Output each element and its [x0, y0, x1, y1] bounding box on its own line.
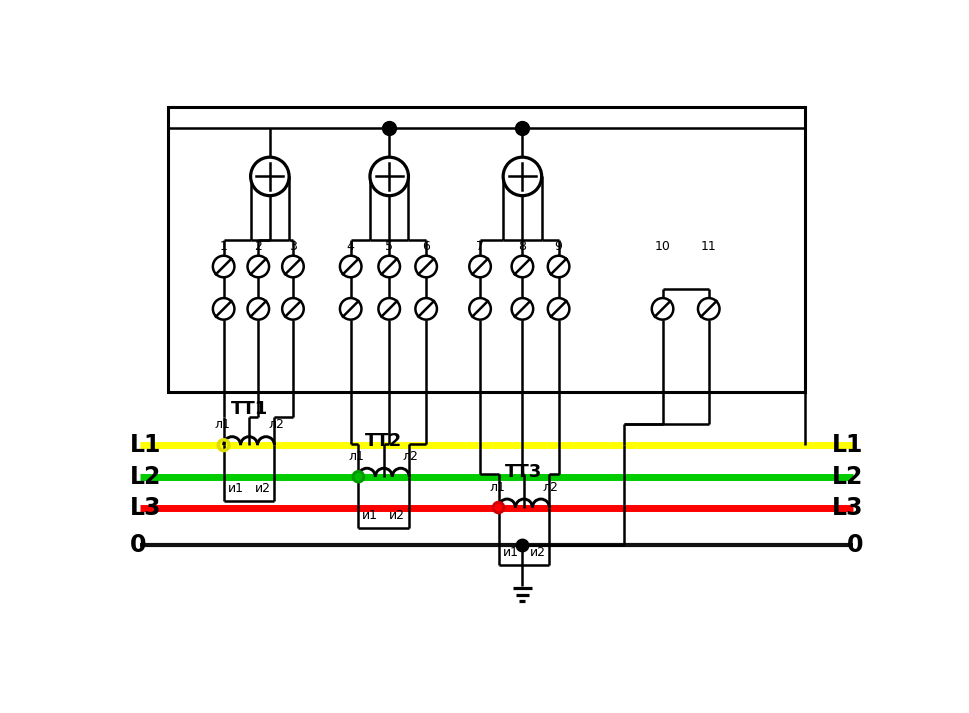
Circle shape	[370, 157, 409, 195]
Circle shape	[469, 298, 491, 319]
Circle shape	[416, 298, 437, 319]
Circle shape	[251, 157, 289, 195]
Circle shape	[282, 298, 303, 319]
Text: L1: L1	[130, 434, 161, 457]
Text: л1: л1	[349, 450, 364, 463]
Circle shape	[698, 298, 720, 319]
Text: 4: 4	[347, 240, 355, 253]
Text: ТТ2: ТТ2	[365, 432, 402, 450]
Circle shape	[340, 298, 361, 319]
Text: и2: и2	[255, 482, 270, 495]
Text: л1: л1	[214, 419, 230, 431]
Circle shape	[379, 256, 400, 277]
Circle shape	[282, 256, 303, 277]
Text: 10: 10	[655, 240, 671, 253]
Circle shape	[247, 298, 269, 319]
Text: л2: л2	[268, 419, 284, 431]
Text: 6: 6	[422, 240, 430, 253]
Circle shape	[353, 471, 363, 482]
Text: 8: 8	[518, 240, 526, 253]
Text: ТТ3: ТТ3	[505, 463, 543, 481]
Circle shape	[547, 256, 570, 277]
Text: L1: L1	[832, 434, 863, 457]
Circle shape	[512, 256, 533, 277]
Circle shape	[379, 298, 400, 319]
Circle shape	[340, 256, 361, 277]
Circle shape	[493, 502, 504, 513]
Text: 2: 2	[254, 240, 263, 253]
Text: L2: L2	[832, 465, 863, 488]
Text: L3: L3	[130, 496, 161, 520]
Circle shape	[547, 298, 570, 319]
Text: и1: и1	[502, 546, 518, 560]
Text: 0: 0	[847, 533, 863, 558]
Text: L2: L2	[130, 465, 161, 488]
Circle shape	[213, 298, 234, 319]
Text: 1: 1	[220, 240, 228, 253]
Text: и1: и1	[228, 482, 243, 495]
Text: л2: л2	[403, 450, 419, 463]
Text: 7: 7	[476, 240, 484, 253]
Circle shape	[469, 256, 491, 277]
Bar	[169, 107, 805, 392]
Text: и2: и2	[529, 546, 546, 560]
Circle shape	[213, 256, 234, 277]
Text: L3: L3	[832, 496, 863, 520]
Text: и1: и1	[362, 508, 378, 522]
Text: 3: 3	[289, 240, 297, 253]
Circle shape	[652, 298, 673, 319]
Text: 9: 9	[554, 240, 563, 253]
Circle shape	[416, 256, 437, 277]
Circle shape	[247, 256, 269, 277]
Text: 11: 11	[701, 240, 717, 253]
Circle shape	[512, 298, 533, 319]
Text: и2: и2	[390, 508, 405, 522]
Text: ТТ1: ТТ1	[231, 400, 267, 419]
Text: 5: 5	[386, 240, 393, 253]
Circle shape	[503, 157, 542, 195]
Text: л2: л2	[543, 481, 559, 493]
Text: л1: л1	[489, 481, 505, 493]
Text: 0: 0	[130, 533, 146, 558]
